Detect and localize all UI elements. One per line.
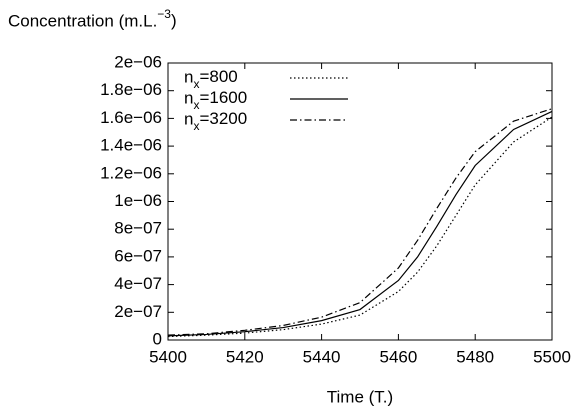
y-tick-label: 1e−06 — [114, 191, 162, 210]
y-tick-label: 2e−07 — [114, 302, 162, 321]
y-tick-label: 1.6e−06 — [100, 108, 162, 127]
legend-label: nx=800 — [184, 67, 238, 91]
legend-label: nx=1600 — [184, 88, 247, 112]
x-tick-label: 5460 — [379, 347, 417, 366]
series-line — [167, 116, 553, 338]
x-axis-label: Time (T.) — [327, 387, 393, 406]
y-tick-label: 2e−06 — [114, 52, 162, 71]
x-tick-label: 5500 — [533, 347, 571, 366]
series-line — [167, 110, 553, 337]
series-line — [167, 108, 553, 336]
y-tick-label: 6e−07 — [114, 246, 162, 265]
x-tick-label: 5400 — [149, 347, 187, 366]
x-tick-label: 5480 — [456, 347, 494, 366]
y-tick-label: 1.8e−06 — [100, 80, 162, 99]
x-tick-label: 5420 — [226, 347, 264, 366]
x-tick-label: 5440 — [303, 347, 341, 366]
y-tick-label: 0 — [153, 329, 162, 348]
y-tick-label: 8e−07 — [114, 219, 162, 238]
y-tick-label: 1.4e−06 — [100, 136, 162, 155]
y-tick-label: 4e−07 — [114, 274, 162, 293]
legend-label: nx=3200 — [184, 109, 247, 133]
y-axis-label: Concentration (m.L.−3) — [8, 7, 177, 30]
y-tick-label: 1.2e−06 — [100, 163, 162, 182]
